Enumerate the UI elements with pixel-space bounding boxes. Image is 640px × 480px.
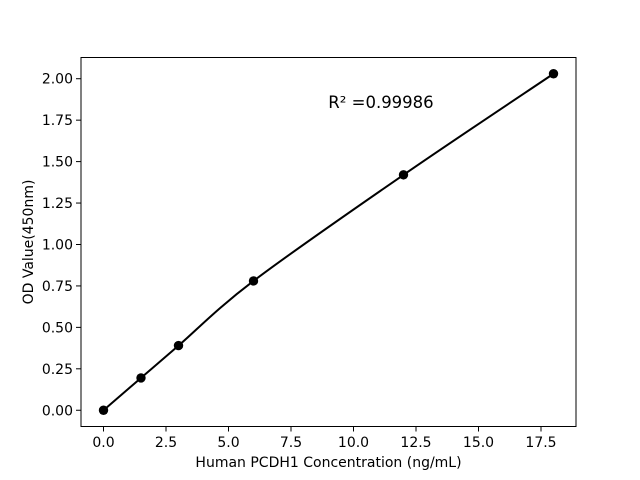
y-tick-label: 0.25 bbox=[42, 362, 73, 378]
r-squared-annotation: R² =0.99986 bbox=[328, 93, 433, 112]
y-tick-label: 1.50 bbox=[42, 155, 73, 171]
x-tick-label: 12.5 bbox=[400, 435, 431, 451]
y-tick-label: 1.00 bbox=[42, 237, 73, 253]
y-axis-label: OD Value(450nm) bbox=[21, 180, 37, 305]
y-tick-label: 1.75 bbox=[42, 113, 73, 129]
fitted-curve bbox=[102, 72, 555, 412]
y-tick-label: 0.50 bbox=[42, 320, 73, 336]
data-point-marker bbox=[398, 170, 409, 180]
y-tick-label: 1.25 bbox=[42, 196, 73, 212]
y-tick-label: 2.00 bbox=[42, 72, 73, 88]
y-tick-label: 0.75 bbox=[42, 279, 73, 295]
x-tick-label: 10.0 bbox=[338, 435, 369, 451]
data-point-marker bbox=[173, 340, 184, 351]
x-tick-label: 17.5 bbox=[525, 435, 556, 451]
x-tick-label: 5.0 bbox=[217, 435, 239, 451]
x-axis-label: Human PCDH1 Concentration (ng/mL) bbox=[195, 455, 461, 471]
axes-frame bbox=[80, 57, 577, 427]
y-tick-label: 0.00 bbox=[42, 403, 73, 419]
data-point-marker bbox=[548, 69, 559, 79]
x-tick-label: 0.0 bbox=[92, 435, 114, 451]
x-tick-label: 15.0 bbox=[463, 435, 494, 451]
x-tick-label: 2.5 bbox=[155, 435, 177, 451]
data-point-marker bbox=[98, 405, 109, 415]
data-point-marker bbox=[248, 276, 259, 286]
data-point-marker bbox=[136, 373, 146, 383]
x-tick-label: 7.5 bbox=[280, 435, 302, 451]
